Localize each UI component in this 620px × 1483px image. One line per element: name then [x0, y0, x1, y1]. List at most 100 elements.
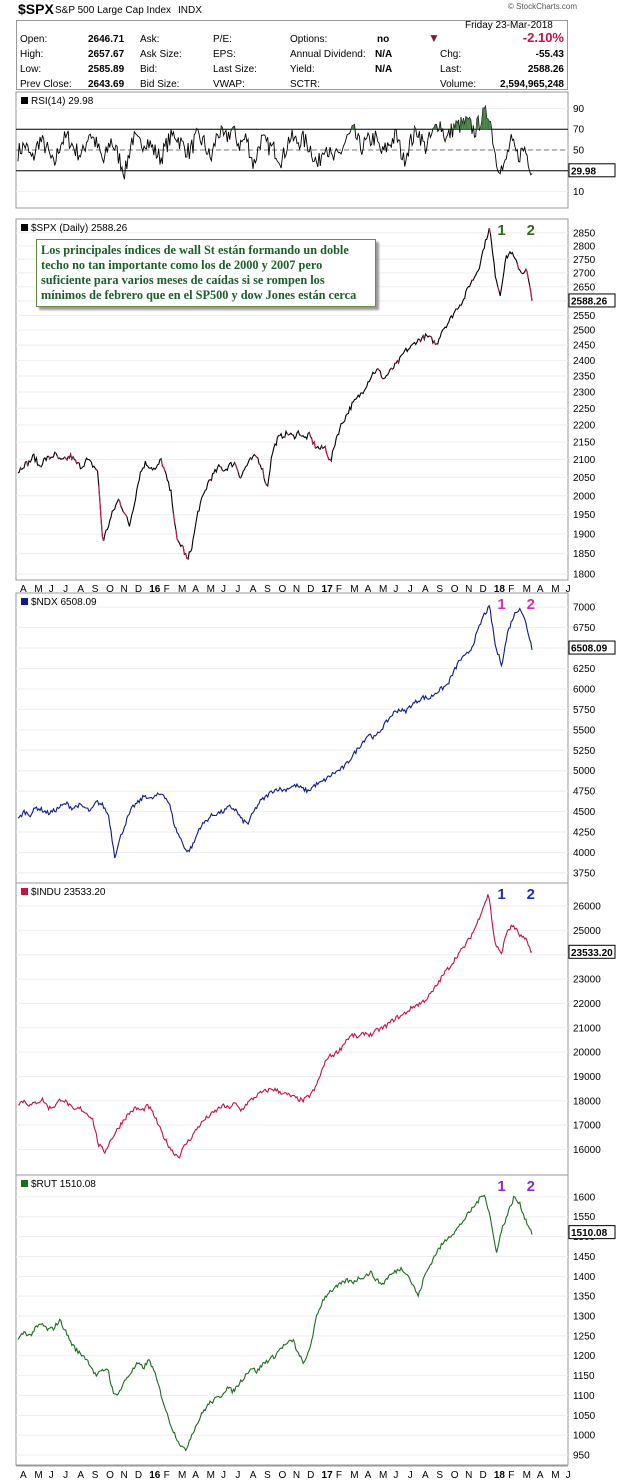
x-tick-label: 16 — [149, 1470, 161, 1481]
rsi-overbought-fill — [490, 121, 492, 130]
options-value: no — [377, 34, 390, 45]
x-tick-label: F — [164, 584, 170, 595]
panel-title-ndx: $NDX 6508.09 — [31, 597, 97, 608]
x-tick-label: M — [350, 584, 358, 595]
rsi-overbought-fill — [489, 121, 491, 130]
x-tick-label: N — [121, 1470, 128, 1481]
last-value-label-ndx: 6508.09 — [571, 644, 608, 655]
x-tick-label: N — [293, 584, 300, 595]
watermark: © StockCharts.com — [508, 2, 578, 11]
y-tick-label: 25000 — [573, 926, 601, 937]
x-tick-label: A — [250, 584, 257, 595]
y-tick-label: 1600 — [573, 1192, 596, 1203]
series-line-ndx — [17, 604, 533, 859]
x-tick-label: M — [350, 1470, 358, 1481]
rsi-overbought-fill — [457, 119, 459, 130]
annotation-box: Los principales índices de wall St están… — [36, 239, 376, 307]
peak-marker-1: 1 — [497, 886, 505, 903]
rsi-overbought-fill — [487, 118, 490, 130]
y-tick-label: 2750 — [573, 255, 596, 266]
rsi-overbought-fill — [350, 125, 353, 130]
rsi-overbought-fill — [486, 118, 488, 130]
x-tick-label: J — [235, 1470, 240, 1481]
x-tick-label: J — [566, 584, 571, 595]
x-tick-label: J — [49, 584, 54, 595]
y-tick-label: 20000 — [573, 1048, 601, 1059]
x-tick-label: S — [92, 584, 99, 595]
rsi-overbought-fill — [472, 125, 474, 130]
y-tick-label: 1000 — [573, 1431, 596, 1442]
x-tick-label: J — [393, 1470, 398, 1481]
last-value-label-rsi: 29.98 — [571, 166, 596, 177]
last-value-box-rut — [568, 1225, 616, 1240]
x-tick-label: D — [307, 1470, 314, 1481]
panel-title-spx: $SPX (Daily) 2588.26 — [31, 223, 128, 234]
x-tick-label: M — [34, 584, 42, 595]
rsi-overbought-fill — [441, 128, 443, 130]
low-value: 2585.89 — [88, 64, 125, 75]
down-arrow-icon: ▼ — [428, 31, 440, 45]
rsi-overbought-fill — [414, 126, 416, 130]
y-tick-label: 1050 — [573, 1411, 596, 1422]
y-tick-label: 6750 — [573, 623, 596, 634]
rsi-overbought-fill — [434, 124, 436, 130]
volume-label: Volume: — [440, 79, 477, 90]
rsi-overbought-fill — [219, 125, 222, 130]
y-tick-label: 2300 — [573, 387, 596, 398]
x-tick-label: 16 — [149, 584, 161, 595]
x-tick-label: 18 — [494, 584, 506, 595]
peak-marker-1: 1 — [497, 1178, 505, 1195]
x-tick-label: S — [264, 584, 271, 595]
legend-swatch-spx — [21, 224, 28, 231]
y-tick-label: 5250 — [573, 746, 596, 757]
ask-label: Ask: — [140, 34, 160, 45]
y-tick-label: 4500 — [573, 807, 596, 818]
x-tick-label: A — [77, 584, 84, 595]
rsi-overbought-fill — [475, 118, 477, 130]
y-tick-label: 17000 — [573, 1121, 601, 1132]
legend-swatch-rsi — [21, 97, 28, 104]
y-tick-label: 2250 — [573, 404, 596, 415]
ask-size-label: Ask Size: — [140, 49, 182, 60]
x-tick-label: F — [508, 584, 514, 595]
panel-title-rsi: RSI(14) 29.98 — [31, 96, 94, 107]
rsi-overbought-fill — [459, 117, 462, 130]
y-tick-label: 1200 — [573, 1351, 596, 1362]
x-tick-label: J — [63, 1470, 68, 1481]
y-tick-label: 2400 — [573, 356, 596, 367]
annual-dividend-label: Annual Dividend: — [290, 49, 366, 60]
last-value-label-indu: 23533.20 — [571, 948, 613, 959]
x-tick-label: O — [278, 584, 286, 595]
last-value-label-spx: 2588.26 — [571, 296, 608, 307]
y-tick-label: 2150 — [573, 438, 596, 449]
y-tick-label: 5000 — [573, 766, 596, 777]
peak-marker-2: 2 — [527, 222, 535, 239]
y-tick-label: 5750 — [573, 705, 596, 716]
y-tick-label: 2200 — [573, 420, 596, 431]
bid-label: Bid: — [140, 64, 158, 75]
y-tick-label: 1250 — [573, 1331, 596, 1342]
y-tick-label: 1100 — [573, 1391, 595, 1402]
y-tick-label: 1400 — [573, 1272, 596, 1283]
x-tick-label: 18 — [494, 1470, 506, 1481]
x-tick-label: M — [379, 584, 387, 595]
x-tick-label: J — [221, 1470, 226, 1481]
rsi-overbought-fill — [352, 125, 354, 130]
rsi-overbought-fill — [353, 124, 355, 130]
x-tick-label: O — [451, 584, 459, 595]
y-tick-label: 1150 — [573, 1371, 595, 1382]
rsi-overbought-fill — [454, 120, 457, 130]
y-tick-label: 2500 — [573, 326, 596, 337]
quote-box — [16, 20, 568, 90]
rsi-overbought-fill — [481, 107, 484, 130]
eps-label: EPS: — [213, 49, 236, 60]
high-label: High: — [20, 49, 44, 60]
x-tick-label: D — [479, 1470, 486, 1481]
legend-swatch-ndx — [21, 598, 28, 605]
panel-frame-indu — [15, 882, 569, 1176]
x-tick-label: M — [34, 1470, 42, 1481]
rsi-overbought-fill — [432, 127, 435, 130]
y-tick-label: 2550 — [573, 311, 596, 322]
rsi-overbought-fill — [469, 117, 471, 130]
x-tick-label: A — [422, 584, 429, 595]
